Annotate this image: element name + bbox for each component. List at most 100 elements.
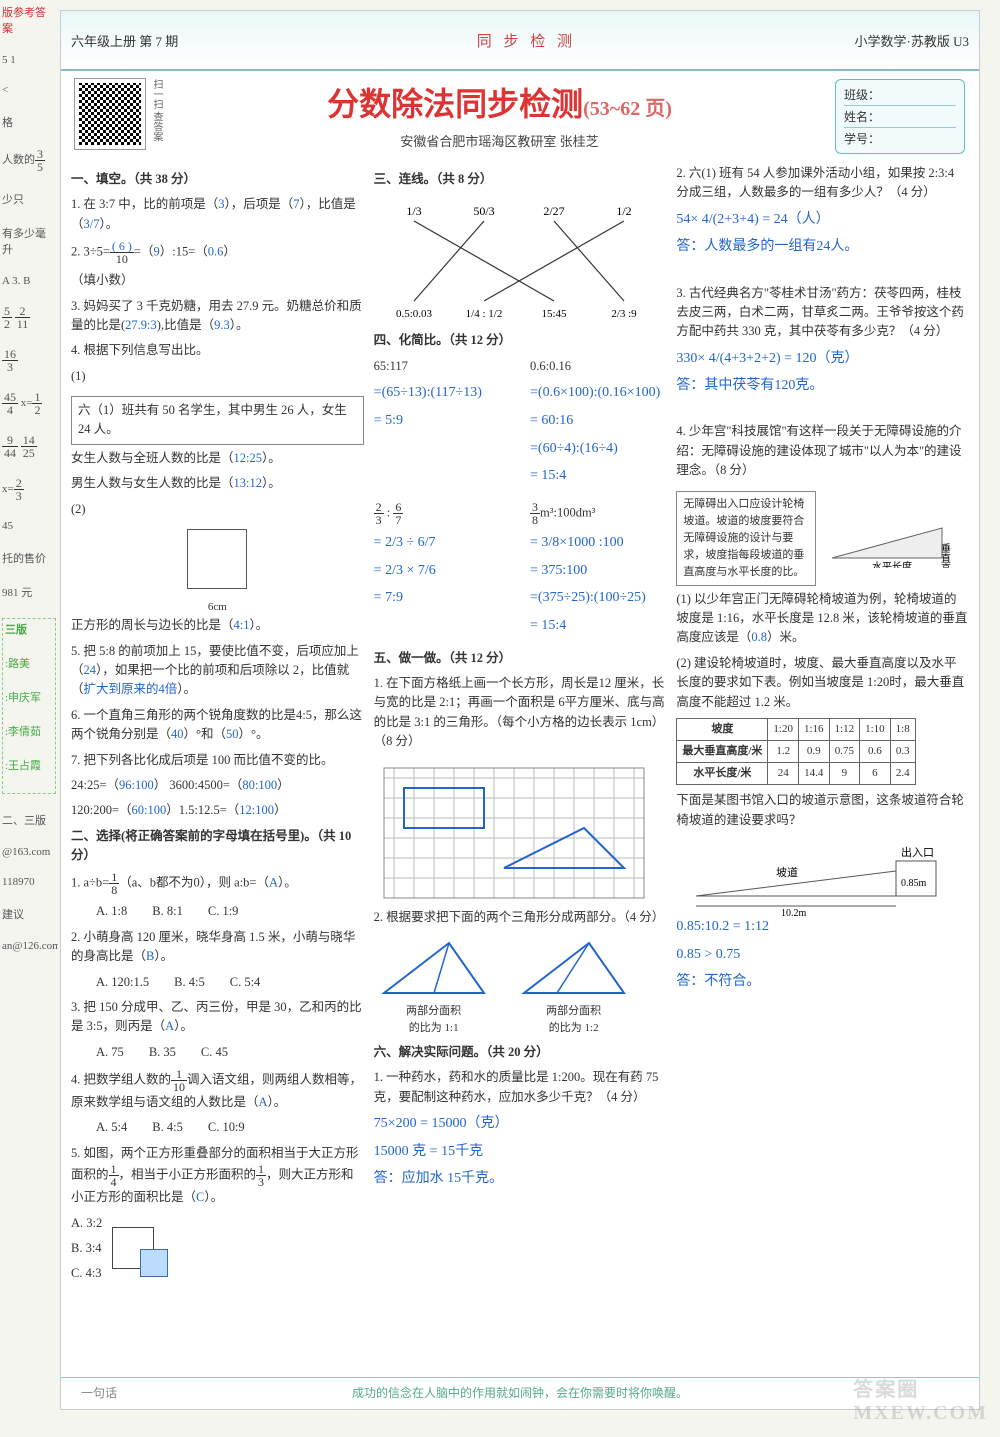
qr-code[interactable]: [75, 79, 145, 149]
section-4-title: 四、化简比。（共 12 分）: [374, 331, 667, 350]
q5-1: 1. 在下面方格纸上画一个长方形，周长是12 厘米，长与宽的比是 2:1；再画一…: [374, 674, 667, 752]
svg-text:2/3 :9: 2/3 :9: [611, 308, 637, 320]
svg-text:水平长度: 水平长度: [872, 560, 912, 568]
q4-2: (2): [71, 500, 364, 519]
section-1-title: 一、填空。（共 38 分）: [71, 170, 364, 189]
w4b4: = 15:4: [530, 465, 666, 487]
w63b: 答：其中茯苓有120克。: [676, 375, 969, 397]
q6-4-1: (1) 以少年宫正门无障碍轮椅坡道为例，轮椅坡道的坡度是 1:16，水平长度是 …: [676, 590, 969, 648]
w4c2: = 2/3 × 7/6: [374, 560, 510, 582]
q25-optB: B. 3:4: [71, 1239, 102, 1258]
info-id[interactable]: 学号：: [844, 128, 956, 149]
w4a1: =(65÷13):(117÷13): [374, 382, 510, 404]
triangle-1: [374, 933, 494, 1003]
q2-4-opts: A. 5:4 B. 4:5 C. 10:9: [71, 1118, 364, 1137]
svg-text:1/4 : 1/2: 1/4 : 1/2: [465, 308, 502, 320]
q2: 2. 3÷5=( 6 )10=（9）:15=（0.6）: [71, 240, 364, 265]
q6: 6. 一个直角三角形的两个锐角度数的比是4:5，那么这两个锐角分别是（40）°和…: [71, 706, 364, 745]
info-name[interactable]: 姓名：: [844, 106, 956, 128]
w4d4: = 15:4: [530, 615, 666, 637]
content-columns: 一、填空。（共 38 分） 1. 在 3:7 中，比的前项是（3），后项是（7）…: [61, 158, 979, 1388]
w642b: 0.85 > 0.75: [676, 944, 969, 966]
q2-note: （填小数）: [71, 271, 364, 290]
main-title: 分数除法同步检测(53~62 页): [164, 79, 835, 125]
grid-drawing: [374, 758, 654, 908]
w642a: 0.85:10.2 = 1:12: [676, 916, 969, 938]
header-right: 小学数学·苏教版 U3: [855, 31, 969, 50]
info-class[interactable]: 班级：: [844, 84, 956, 106]
svg-text:1/3: 1/3: [406, 204, 421, 218]
footer-text: 成功的信念在人脑中的作用就如闹钟，会在你需要时将你唤醒。: [352, 1386, 688, 1400]
q2-2-opts: A. 120:1.5 B. 4:5 C. 5:4: [71, 973, 364, 992]
svg-text:0.85m: 0.85m: [901, 878, 927, 889]
overlap-squares-figure: [112, 1227, 172, 1277]
square-caption: 6cm: [71, 599, 364, 616]
title-row: 扫一扫 查答案 分数除法同步检测(53~62 页) 安徽省合肥市瑶海区教研室 张…: [61, 71, 979, 158]
w61a: 75×200 = 15000（克）: [374, 1113, 667, 1135]
q1: 1. 在 3:7 中，比的前项是（3），后项是（7），比值是（3/7）。: [71, 195, 364, 234]
w4a2: = 5:9: [374, 410, 510, 432]
q4-box: 六（1）班共有 50 名学生，其中男生 26 人，女生 24 人。: [71, 396, 364, 445]
p4a: 65:117: [374, 357, 510, 376]
w642c: 答：不符合。: [676, 971, 969, 993]
svg-text:出入口: 出入口: [901, 845, 934, 859]
q7-row1: 24:25=（96:100） 3600:4500=（80:100）: [71, 776, 364, 795]
q2-5: 5. 如图，两个正方形重叠部分的面积相当于大正方形面积的14，相当于小正方形面积…: [71, 1144, 364, 1208]
slope-table: 坡度1:201:161:121:101:8 最大垂直高度/米1.20.90.75…: [676, 718, 915, 785]
q6-3: 3. 古代经典名方"苓桂术甘汤"药方：茯苓四两，桂枝去皮三两，白术二两，甘草炙二…: [676, 284, 969, 342]
q4-1: (1): [71, 367, 364, 386]
worksheet-page: 六年级上册 第 7 期 同 步 检 测 小学数学·苏教版 U3 扫一扫 查答案 …: [60, 10, 980, 1410]
w4d2: = 375:100: [530, 560, 666, 582]
footer: 一句话 成功的信念在人脑中的作用就如闹钟，会在你需要时将你唤醒。: [61, 1377, 979, 1401]
w4b3: =(60÷4):(16÷4): [530, 438, 666, 460]
q25-optA: A. 3:2: [71, 1214, 102, 1233]
q2-1-opts: A. 1:8 B. 8:1 C. 1:9: [71, 902, 364, 921]
w61c: 答：应加水 15千克。: [374, 1168, 667, 1190]
q6-1: 1. 一种药水，药和水的质量比是 1:200。现在有药 75 克，要配制这种药水…: [374, 1068, 667, 1107]
w4b1: =(0.6×100):(0.16×100): [530, 382, 666, 404]
q4a: 女生人数与全班人数的比是（12:25）。: [71, 449, 364, 468]
watermark: 答案圈 MXEW.COM: [853, 1373, 988, 1425]
q3: 3. 妈妈买了 3 千克奶糖，用去 27.9 元。奶糖总价和质量的比是(27.9…: [71, 297, 364, 336]
q6-4: 4. 少年宫"科技展馆"有这样一段关于无障碍设施的介绍：无障碍设施的建设体现了城…: [676, 422, 969, 480]
w61b: 15000 克 = 15千克: [374, 1141, 667, 1163]
q7: 7. 把下列各比化成后项是 100 而比值不变的比。: [71, 751, 364, 770]
w4d3: =(375÷25):(100÷25): [530, 587, 666, 609]
subtitle: 安徽省合肥市瑶海区教研室 张桂芝: [164, 131, 835, 150]
student-info-box: 班级： 姓名： 学号：: [835, 79, 965, 154]
q2-3: 3. 把 150 分成甲、乙、丙三份，甲是 30，乙和丙的比是 3:5，则丙是（…: [71, 998, 364, 1037]
section-6-title: 六、解决实际问题。（共 20 分）: [374, 1043, 667, 1062]
library-ramp-figure: 坡道 出入口 0.85m 10.2m: [676, 836, 956, 916]
q2-2: 2. 小萌身高 120 厘米，晓华身高 1.5 米，小萌与晓华的身高比是（B）。: [71, 928, 364, 967]
q642b: 下面是某图书馆入口的坡道示意图，这条坡道符合轮椅坡道的建设要求吗？: [676, 791, 969, 830]
q52a-label: 两部分面积 的比为 1:1: [374, 1003, 494, 1037]
svg-text:2/27: 2/27: [543, 204, 564, 218]
q7-row2: 120:200=（60:100）1.5:12.5=（12:100）: [71, 801, 364, 820]
p4c: 23 : 67: [374, 501, 510, 526]
q64-box: 无障碍出入口应设计轮椅坡道。坡道的坡度要符合无障碍设施的设计与要求，坡度指每段坡…: [676, 491, 816, 586]
page-header: 六年级上册 第 7 期 同 步 检 测 小学数学·苏教版 U3: [61, 11, 979, 71]
q4c: 男生人数与女生人数的比是（13:12）。: [71, 474, 364, 493]
svg-text:10.2m: 10.2m: [781, 908, 807, 916]
svg-text:0.5:0.03: 0.5:0.03: [396, 308, 433, 320]
column-2: 三、连线。（共 8 分） 1/350/32/271/20.5:0.031/4 :…: [374, 164, 667, 1378]
section-5-title: 五、做一做。（共 12 分）: [374, 649, 667, 668]
w4d1: = 3/8×1000 :100: [530, 532, 666, 554]
q5: 5. 把 5:8 的前项加上 15，要使比值不变，后项应加上（24），如果把一个…: [71, 642, 364, 700]
matching-diagram: 1/350/32/271/20.5:0.031/4 : 1/215:452/3 …: [374, 195, 654, 325]
svg-text:垂直高度: 垂直高度: [939, 543, 951, 568]
q4: 4. 根据下列信息写出比。: [71, 341, 364, 360]
header-left: 六年级上册 第 7 期: [71, 31, 178, 50]
header-banner: 同 步 检 测: [198, 30, 854, 51]
w4c1: = 2/3 ÷ 6/7: [374, 532, 510, 554]
q25-optC: C. 4:3: [71, 1264, 102, 1283]
left-crop-strip: 版参考答案 5 1 < 格 人数的35 少只 有多少毫升 A 3. B 52 2…: [0, 0, 58, 1437]
slope-def-figure: 水平长度 垂直高度: [822, 508, 952, 568]
q2-3-opts: A. 75 B. 35 C. 45: [71, 1043, 364, 1062]
p4b: 0.6:0.16: [530, 357, 666, 376]
svg-text:50/3: 50/3: [473, 204, 494, 218]
qr-label: 扫一扫 查答案: [149, 79, 164, 149]
p4d: 38m³:100dm³: [530, 501, 666, 526]
column-1: 一、填空。（共 38 分） 1. 在 3:7 中，比的前项是（3），后项是（7）…: [71, 164, 364, 1378]
q6-2: 2. 六(1) 班有 54 人参加课外活动小组，如果按 2:3:4 分成三组，人…: [676, 164, 969, 203]
